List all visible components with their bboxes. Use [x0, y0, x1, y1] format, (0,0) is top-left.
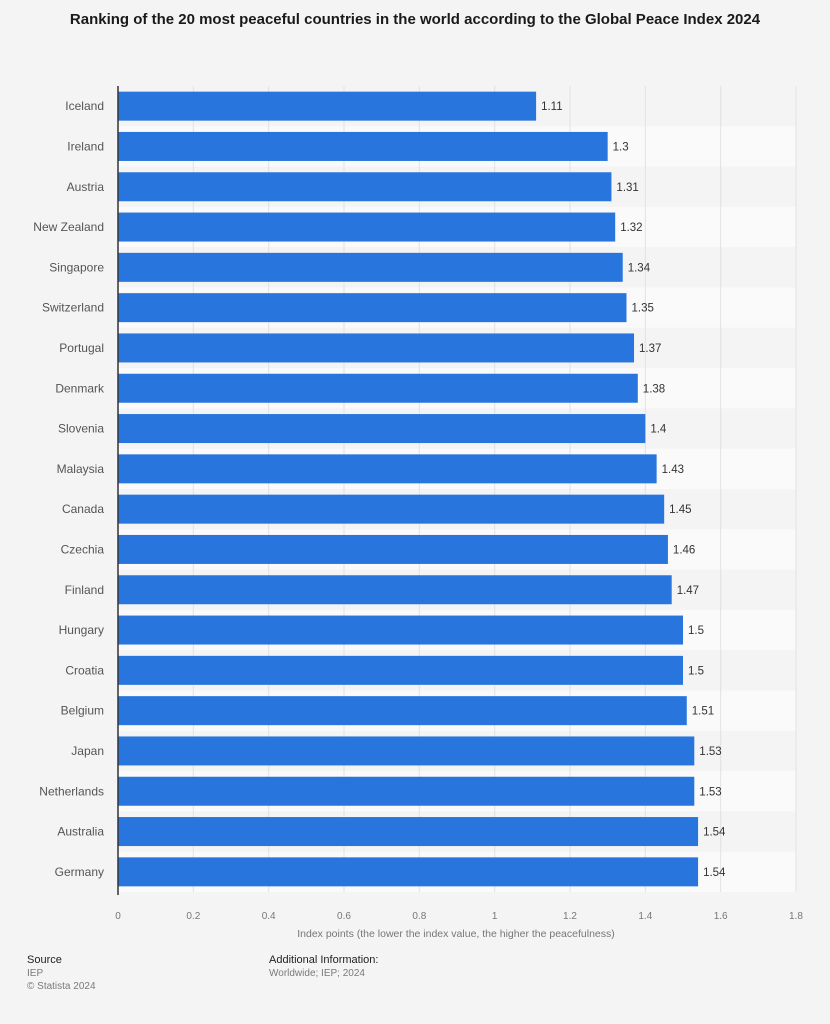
category-label: Denmark — [55, 381, 105, 395]
bar-new-zealand — [118, 212, 616, 242]
source-block: Source IEP © Statista 2024 — [27, 954, 96, 993]
category-label: Finland — [65, 583, 104, 597]
category-label: Portugal — [59, 341, 104, 355]
bar-portugal — [118, 333, 635, 363]
category-label: Malaysia — [57, 462, 105, 476]
value-label: 1.53 — [699, 746, 721, 758]
value-label: 1.5 — [688, 625, 704, 637]
category-label: Ireland — [67, 139, 104, 153]
bar-belgium — [118, 696, 687, 726]
value-label: 1.31 — [616, 182, 638, 194]
category-label: Japan — [71, 744, 104, 758]
category-label: Switzerland — [42, 301, 104, 315]
bar-malaysia — [118, 454, 657, 484]
bar-japan — [118, 736, 695, 766]
x-tick-label: 0.2 — [186, 911, 200, 922]
x-tick-label: 1.2 — [563, 911, 577, 922]
category-label: Australia — [57, 825, 104, 839]
x-tick-label: 1.4 — [638, 911, 652, 922]
category-label: Austria — [67, 180, 105, 194]
value-label: 1.53 — [699, 786, 721, 798]
bar-canada — [118, 494, 665, 524]
value-label: 1.34 — [628, 262, 651, 274]
bar-ireland — [118, 131, 608, 161]
bar-iceland — [118, 91, 537, 121]
bar-denmark — [118, 373, 638, 403]
value-label: 1.43 — [662, 464, 684, 476]
category-label: Belgium — [61, 704, 104, 718]
category-label: Iceland — [65, 99, 104, 113]
value-label: 1.47 — [677, 585, 699, 597]
additional-info-label: Additional Information: — [269, 954, 379, 966]
value-label: 1.32 — [620, 222, 642, 234]
x-tick-label: 0.6 — [337, 911, 351, 922]
value-label: 1.54 — [703, 827, 726, 839]
bar-netherlands — [118, 776, 695, 806]
value-label: 1.54 — [703, 867, 726, 879]
bar-australia — [118, 817, 699, 847]
category-label: Czechia — [61, 542, 105, 556]
x-tick-label: 1 — [492, 911, 498, 922]
additional-info-block: Additional Information: Worldwide; IEP; … — [269, 954, 378, 980]
x-tick-label: 0.8 — [412, 911, 426, 922]
x-tick-label: 1.8 — [789, 911, 803, 922]
category-label: Canada — [62, 502, 104, 516]
bar-hungary — [118, 615, 683, 645]
category-label: Slovenia — [58, 422, 104, 436]
value-label: 1.4 — [650, 424, 667, 436]
bar-germany — [118, 857, 699, 887]
x-tick-label: 0 — [115, 911, 121, 922]
category-label: Singapore — [49, 260, 104, 274]
bar-slovenia — [118, 414, 646, 444]
x-axis-title: Index points (the lower the index value,… — [297, 928, 615, 940]
value-label: 1.3 — [613, 141, 629, 153]
value-label: 1.37 — [639, 343, 661, 355]
source-value: IEP — [27, 968, 44, 979]
x-tick-label: 0.4 — [262, 911, 276, 922]
category-label: New Zealand — [33, 220, 104, 234]
bar-chart: Iceland 1.11 Ireland 1.3 Austria 1.31 New Zeal… — [33, 86, 803, 940]
additional-info-value: Worldwide; IEP; 2024 — [269, 968, 365, 979]
source-label: Source — [27, 954, 62, 966]
value-label: 1.45 — [669, 504, 691, 516]
value-label: 1.51 — [692, 706, 714, 718]
bar-czechia — [118, 534, 668, 564]
value-label: 1.35 — [632, 303, 654, 315]
chart-title: Ranking of the 20 most peaceful countrie… — [69, 11, 761, 28]
bar-singapore — [118, 252, 623, 282]
category-label: Netherlands — [39, 784, 104, 798]
bar-switzerland — [118, 293, 627, 323]
category-label: Croatia — [65, 663, 104, 677]
category-label: Hungary — [59, 623, 104, 637]
copyright: © Statista 2024 — [27, 981, 96, 992]
value-label: 1.46 — [673, 544, 695, 556]
bar-austria — [118, 172, 612, 202]
category-label: Germany — [55, 865, 104, 879]
value-label: 1.11 — [541, 101, 563, 113]
bar-croatia — [118, 655, 683, 685]
value-label: 1.38 — [643, 383, 665, 395]
bar-finland — [118, 575, 672, 605]
x-tick-label: 1.6 — [714, 911, 728, 922]
value-label: 1.5 — [688, 665, 704, 677]
